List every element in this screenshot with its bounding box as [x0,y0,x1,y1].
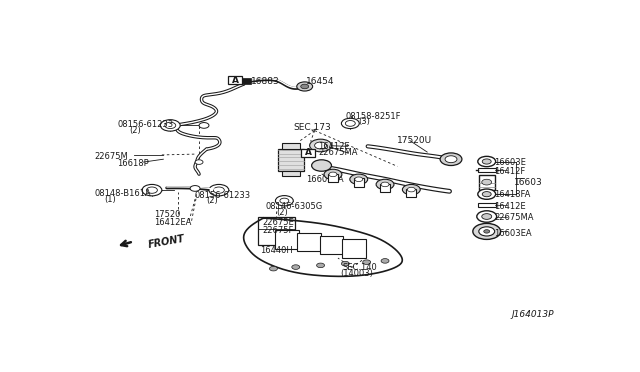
Circle shape [312,160,332,171]
Bar [228,76,242,84]
Circle shape [301,84,308,89]
Circle shape [477,211,497,222]
Bar [478,169,495,172]
Circle shape [341,262,349,266]
Text: 22675MA: 22675MA [494,214,534,222]
Circle shape [315,142,326,149]
Text: (2): (2) [276,208,287,217]
Bar [342,239,366,258]
Circle shape [381,182,389,187]
Bar [406,189,416,197]
Bar [380,183,390,192]
Circle shape [147,187,157,193]
Bar [242,78,251,84]
Text: 16603EA: 16603EA [306,175,343,184]
Circle shape [478,189,495,199]
Bar [257,217,295,245]
Text: SEC.140: SEC.140 [343,263,378,272]
Circle shape [408,187,415,192]
Text: 08158-8251F: 08158-8251F [346,112,401,121]
Circle shape [363,260,371,264]
Text: 16883: 16883 [251,77,280,86]
Circle shape [440,153,462,166]
Circle shape [482,214,492,219]
Circle shape [329,172,337,177]
Text: FRONT: FRONT [147,234,185,250]
Text: 22675M: 22675M [95,152,129,161]
Circle shape [317,263,324,268]
Text: 16454: 16454 [306,77,334,86]
Text: 22675MA: 22675MA [318,148,358,157]
Bar [278,149,304,171]
Circle shape [483,192,491,197]
Circle shape [142,185,162,196]
Text: 08156-61233: 08156-61233 [194,190,250,199]
Text: 16618P: 16618P [117,159,149,168]
Text: J164013P: J164013P [511,310,554,319]
Text: A: A [305,148,312,157]
Circle shape [403,185,420,195]
Text: 08148-B161A: 08148-B161A [95,189,152,198]
Circle shape [355,177,363,182]
Circle shape [376,179,394,190]
Text: 16412F: 16412F [494,167,525,176]
Circle shape [310,139,332,152]
Bar [301,149,315,157]
Text: (1): (1) [104,195,116,204]
Bar [328,173,338,182]
Text: 08146-6305G: 08146-6305G [266,202,323,211]
Circle shape [297,82,312,91]
Bar [275,230,299,248]
Text: 22675F: 22675F [262,226,294,235]
Circle shape [346,121,355,126]
Text: 16440H: 16440H [260,246,292,255]
Bar [282,171,300,176]
Circle shape [209,185,229,196]
Text: 16418FA: 16418FA [494,190,531,199]
Circle shape [482,179,492,185]
Circle shape [324,169,342,180]
Circle shape [161,120,180,131]
Circle shape [479,227,495,236]
Text: 16412E: 16412E [494,202,526,211]
Circle shape [213,187,225,193]
Circle shape [350,174,367,185]
Bar [354,179,364,187]
Circle shape [483,159,491,164]
Circle shape [478,156,495,167]
Text: 08156-61233: 08156-61233 [117,121,173,129]
Text: (2): (2) [207,196,218,205]
Text: A: A [232,76,239,85]
Text: 17520U: 17520U [397,136,433,145]
Bar [282,144,300,149]
Text: 16412E: 16412E [318,142,349,151]
Text: 16412EA: 16412EA [154,218,192,227]
Circle shape [165,122,176,129]
Circle shape [195,160,203,164]
Circle shape [473,223,500,240]
Bar [479,175,495,190]
Text: 17520: 17520 [154,210,180,219]
Text: SEC.173: SEC.173 [293,123,331,132]
Bar [319,236,344,254]
Bar [478,203,495,207]
Text: 16603EA: 16603EA [494,229,532,238]
Bar [297,233,321,251]
Circle shape [292,265,300,269]
Circle shape [269,266,277,271]
Circle shape [381,259,389,263]
Text: 16603E: 16603E [494,158,526,167]
Circle shape [341,118,359,129]
Circle shape [445,156,457,163]
Text: (3): (3) [358,118,370,126]
Circle shape [484,230,490,233]
Circle shape [199,122,209,128]
Text: 16603: 16603 [514,178,543,187]
Text: (14003): (14003) [340,269,373,278]
Circle shape [280,198,289,203]
Circle shape [275,196,293,206]
Text: (2): (2) [129,126,141,135]
Text: 22675E: 22675E [262,218,294,227]
Circle shape [190,186,200,191]
